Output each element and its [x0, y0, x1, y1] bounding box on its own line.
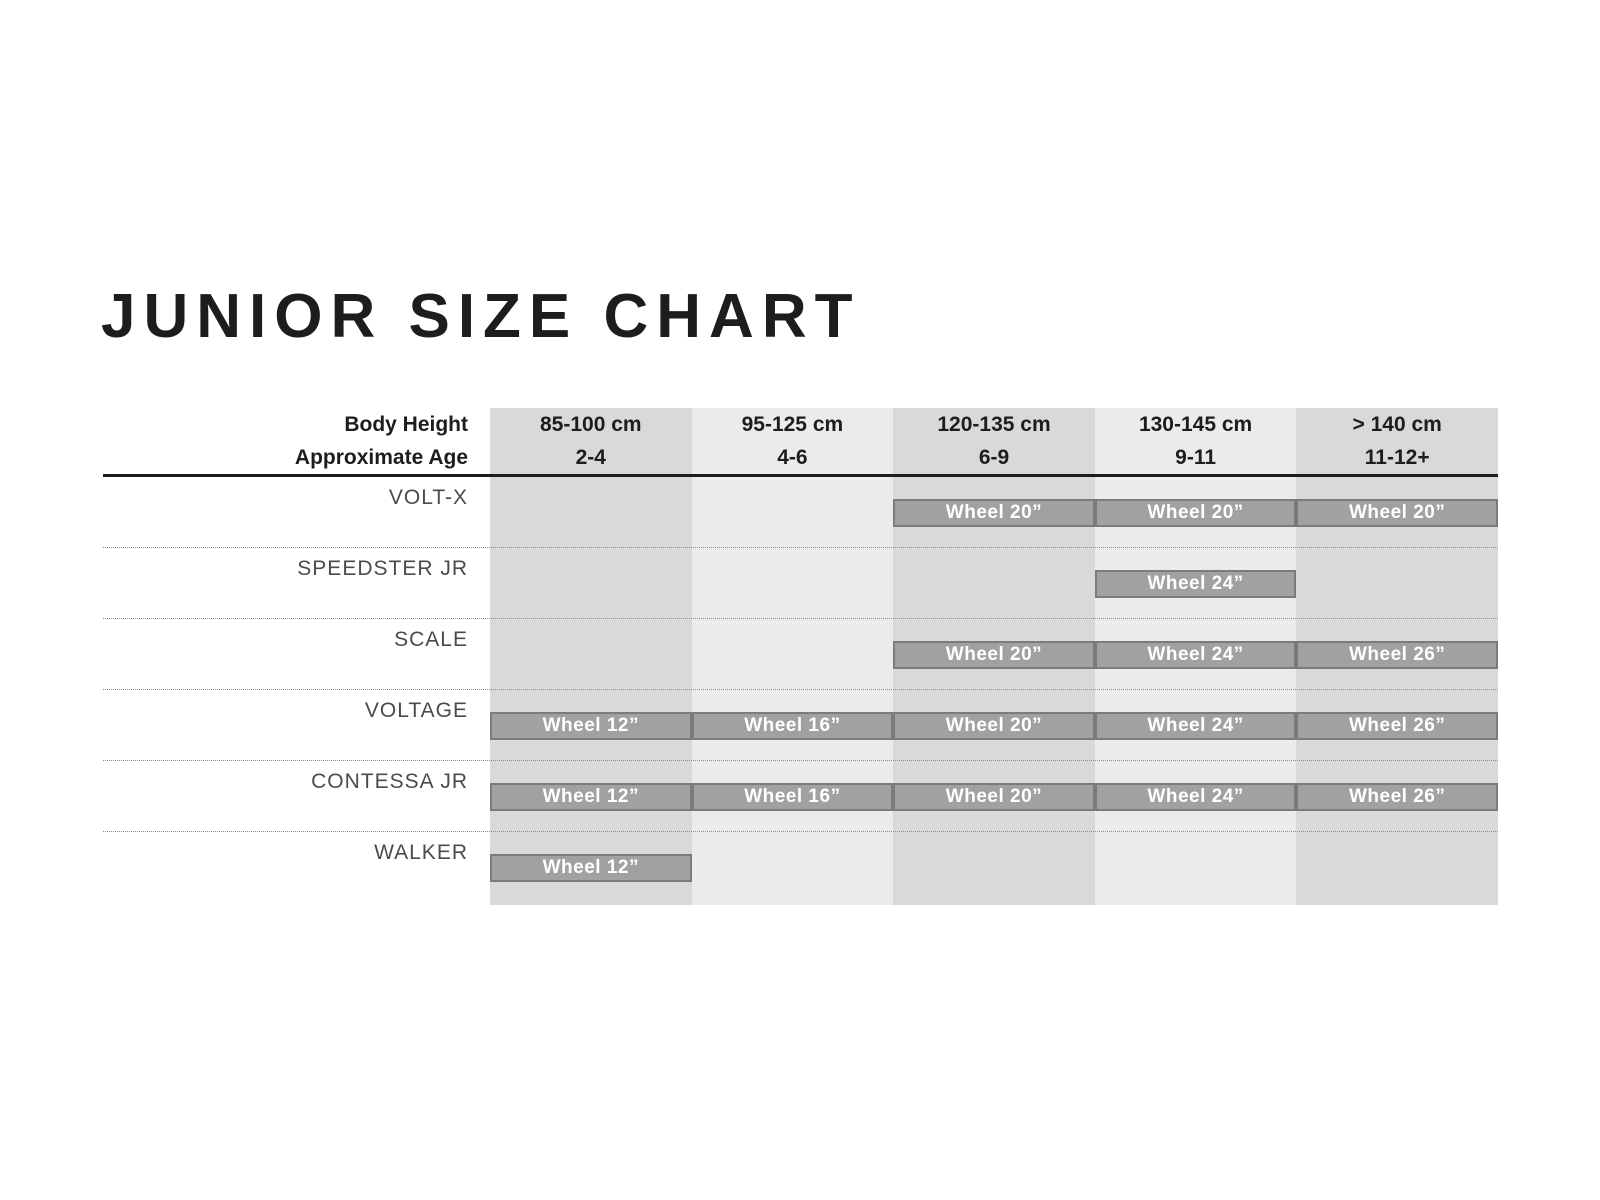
column-age-value: 4-6 — [777, 446, 808, 469]
wheel-size-bar: Wheel 26” — [1296, 641, 1498, 669]
table-row-walker: WALKER Wheel 12” — [103, 832, 1498, 906]
wheel-size-bar: Wheel 26” — [1296, 783, 1498, 811]
wheel-size-bar: Wheel 20” — [1094, 499, 1297, 527]
wheel-size-bar: Wheel 20” — [893, 712, 1095, 740]
header-row-labels: Body Height Approximate Age — [103, 408, 490, 474]
column-height-value: 120-135 cm — [937, 413, 1051, 436]
approximate-age-label: Approximate Age — [294, 446, 468, 469]
column-band-1 — [490, 408, 692, 905]
row-label-voltage: VOLTAGE — [364, 699, 468, 722]
row-label-volt-x: VOLT-X — [388, 486, 468, 509]
wheel-size-bar: Wheel 16” — [691, 712, 894, 740]
wheel-size-bar: Wheel 12” — [490, 854, 692, 882]
wheel-size-bar: Wheel 24” — [1094, 783, 1297, 811]
body-height-label: Body Height — [344, 413, 468, 436]
wheel-size-bar: Wheel 20” — [893, 641, 1095, 669]
column-header-1: 85-100 cm 2-4 — [490, 408, 692, 474]
wheel-size-bar: Wheel 24” — [1094, 712, 1297, 740]
wheel-size-bar: Wheel 24” — [1094, 570, 1297, 598]
column-age-value: 2-4 — [575, 446, 606, 469]
column-band-2 — [691, 408, 894, 905]
page-title: JUNIOR SIZE CHART — [101, 282, 861, 351]
column-header-5: > 140 cm 11-12+ — [1296, 408, 1498, 474]
wheel-size-bar: Wheel 12” — [490, 712, 692, 740]
table-row-contessa-jr: CONTESSA JR Wheel 12” Wheel 16” Wheel 20… — [103, 761, 1498, 832]
wheel-size-bar: Wheel 12” — [490, 783, 692, 811]
column-age-value: 11-12+ — [1364, 446, 1430, 469]
table-row-voltage: VOLTAGE Wheel 12” Wheel 16” Wheel 20” Wh… — [103, 690, 1498, 761]
wheel-size-bar: Wheel 20” — [893, 783, 1095, 811]
table-row-scale: SCALE Wheel 20” Wheel 24” Wheel 26” — [103, 619, 1498, 690]
row-label-speedster-jr: SPEEDSTER JR — [297, 557, 468, 580]
column-height-value: 85-100 cm — [540, 413, 642, 436]
header-row: Body Height Approximate Age 85-100 cm 2-… — [103, 408, 1498, 477]
column-age-value: 6-9 — [978, 446, 1010, 469]
table-row-speedster-jr: SPEEDSTER JR Wheel 24” — [103, 548, 1498, 619]
wheel-size-bar: Wheel 16” — [691, 783, 894, 811]
column-header-3: 120-135 cm 6-9 — [893, 408, 1095, 474]
row-label-contessa-jr: CONTESSA JR — [311, 770, 468, 793]
column-header-4: 130-145 cm 9-11 — [1095, 408, 1297, 474]
column-age-value: 9-11 — [1175, 446, 1217, 469]
wheel-size-bar: Wheel 20” — [1296, 499, 1498, 527]
row-label-scale: SCALE — [394, 628, 468, 651]
table-row-volt-x: VOLT-X Wheel 20” Wheel 20” Wheel 20” — [103, 477, 1498, 548]
junior-size-chart-table: Body Height Approximate Age 85-100 cm 2-… — [103, 408, 1498, 905]
wheel-size-bar: Wheel 20” — [893, 499, 1095, 527]
column-header-2: 95-125 cm 4-6 — [692, 408, 894, 474]
wheel-size-bar: Wheel 26” — [1296, 712, 1498, 740]
row-label-walker: WALKER — [374, 841, 468, 864]
wheel-size-bar: Wheel 24” — [1094, 641, 1297, 669]
column-height-value: 95-125 cm — [741, 413, 844, 436]
column-height-value: > 140 cm — [1352, 413, 1442, 436]
column-height-value: 130-145 cm — [1138, 413, 1253, 436]
